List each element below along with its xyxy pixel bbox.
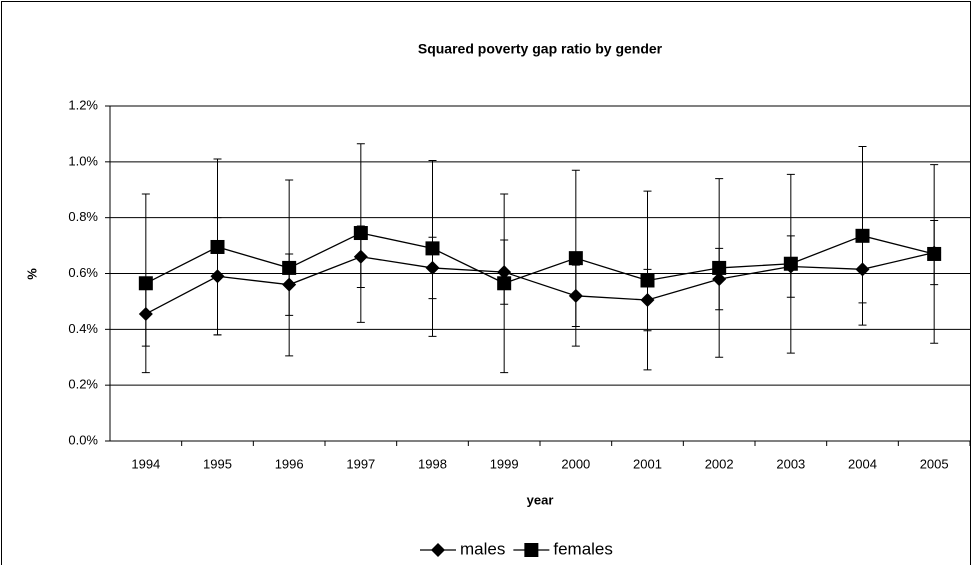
data-point [425, 241, 440, 256]
y-tick-label: 1.0% [68, 153, 98, 168]
data-point [497, 276, 512, 291]
legend-label: males [460, 539, 505, 558]
data-point [282, 260, 297, 275]
data-point [210, 239, 225, 254]
x-tick-label: 2004 [848, 456, 877, 471]
y-tick-label: 1.2% [68, 97, 98, 112]
data-point [783, 256, 798, 271]
x-tick-label: 2002 [705, 456, 734, 471]
series-line [145, 251, 935, 315]
data-point [927, 246, 942, 261]
x-tick-label: 2005 [920, 456, 949, 471]
x-tick-label: 1995 [203, 456, 232, 471]
data-point [640, 273, 655, 288]
series-line [145, 232, 935, 284]
data-point [138, 276, 153, 291]
legend-marker [431, 543, 445, 557]
x-tick-label: 1998 [418, 456, 447, 471]
legend-marker [524, 543, 539, 557]
x-tick-label: 1994 [131, 456, 160, 471]
x-tick-label: 1997 [346, 456, 375, 471]
y-tick-label: 0.2% [68, 377, 98, 392]
y-tick-label: 0.0% [68, 432, 98, 447]
data-point [855, 228, 870, 243]
data-point [568, 251, 583, 266]
chart-title: Squared poverty gap ratio by gender [418, 41, 663, 57]
legend-label: females [553, 539, 613, 558]
x-tick-label: 1999 [490, 456, 519, 471]
y-tick-label: 0.8% [68, 209, 98, 224]
y-tick-label: 0.4% [68, 321, 98, 336]
y-axis-label: % [24, 268, 39, 280]
x-tick-label: 2000 [561, 456, 590, 471]
y-tick-label: 0.6% [68, 265, 98, 280]
data-point [353, 226, 368, 241]
x-tick-label: 2003 [776, 456, 805, 471]
x-tick-label: 1996 [275, 456, 304, 471]
x-tick-label: 2001 [633, 456, 662, 471]
x-axis-label: year [527, 492, 554, 507]
data-point [712, 260, 727, 275]
